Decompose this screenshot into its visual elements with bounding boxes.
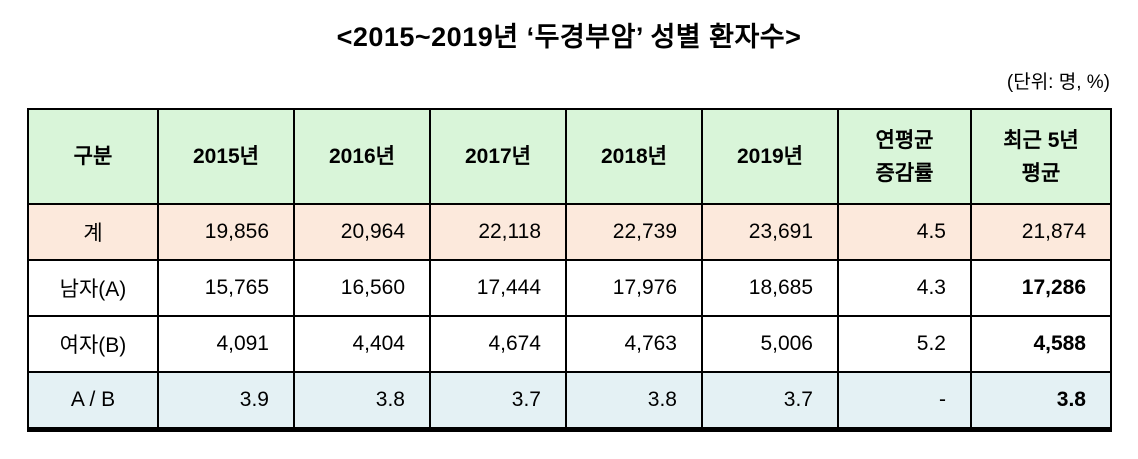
- row-label: 계: [27, 203, 159, 261]
- table-cell: 3.7: [701, 371, 839, 432]
- table-cell: 3.8: [293, 371, 431, 432]
- header-row: 구분 2015년 2016년 2017년 2018년 2019년 연평균 증감률…: [27, 108, 1112, 205]
- column-header-5yr-average: 최근 5년 평균: [970, 108, 1112, 205]
- row-label: 여자(B): [27, 315, 159, 373]
- table-cell: 3.9: [157, 371, 295, 432]
- table-cell: 16,560: [293, 259, 431, 317]
- table-cell: 3.8: [970, 371, 1112, 432]
- table-cell: 4,763: [565, 315, 703, 373]
- table-row-ratio: A / B 3.9 3.8 3.7 3.8 3.7 - 3.8: [27, 371, 1112, 432]
- table-cell: 15,765: [157, 259, 295, 317]
- unit-note: (단위: 명, %): [1006, 72, 1110, 93]
- table-row-female: 여자(B) 4,091 4,404 4,674 4,763 5,006 5.2 …: [27, 315, 1112, 373]
- table-cell: 5.2: [837, 315, 972, 373]
- table-cell: 17,976: [565, 259, 703, 317]
- patients-by-gender-table: 구분 2015년 2016년 2017년 2018년 2019년 연평균 증감률…: [27, 108, 1112, 432]
- table-row-total: 계 19,856 20,964 22,118 22,739 23,691 4.5…: [27, 203, 1112, 261]
- column-header-2015: 2015년: [157, 108, 295, 205]
- column-header-2017: 2017년: [429, 108, 567, 205]
- table-cell: 17,286: [970, 259, 1112, 317]
- table-cell: 4,588: [970, 315, 1112, 373]
- table-cell: 19,856: [157, 203, 295, 261]
- table-cell: 18,685: [701, 259, 839, 317]
- table-cell: 22,118: [429, 203, 567, 261]
- table-cell: 4,404: [293, 315, 431, 373]
- column-header-avg-growth-rate: 연평균 증감률: [837, 108, 972, 205]
- table-cell: 21,874: [970, 203, 1112, 261]
- column-header-2018: 2018년: [565, 108, 703, 205]
- table-cell: 4.5: [837, 203, 972, 261]
- table-cell: -: [837, 371, 972, 432]
- table-cell: 22,739: [565, 203, 703, 261]
- table-row-male: 남자(A) 15,765 16,560 17,444 17,976 18,685…: [27, 259, 1112, 317]
- table-cell: 17,444: [429, 259, 567, 317]
- table-cell: 23,691: [701, 203, 839, 261]
- table-cell: 5,006: [701, 315, 839, 373]
- table-cell: 4.3: [837, 259, 972, 317]
- page-title: <2015~2019년 ‘두경부암’ 성별 환자수>: [336, 22, 802, 52]
- table-cell: 3.8: [565, 371, 703, 432]
- table-cell: 3.7: [429, 371, 567, 432]
- table-cell: 20,964: [293, 203, 431, 261]
- table-cell: 4,091: [157, 315, 295, 373]
- column-header-2016: 2016년: [293, 108, 431, 205]
- column-header-2019: 2019년: [701, 108, 839, 205]
- row-label: 남자(A): [27, 259, 159, 317]
- table-cell: 4,674: [429, 315, 567, 373]
- row-label: A / B: [27, 371, 159, 432]
- column-header-category: 구분: [27, 108, 159, 205]
